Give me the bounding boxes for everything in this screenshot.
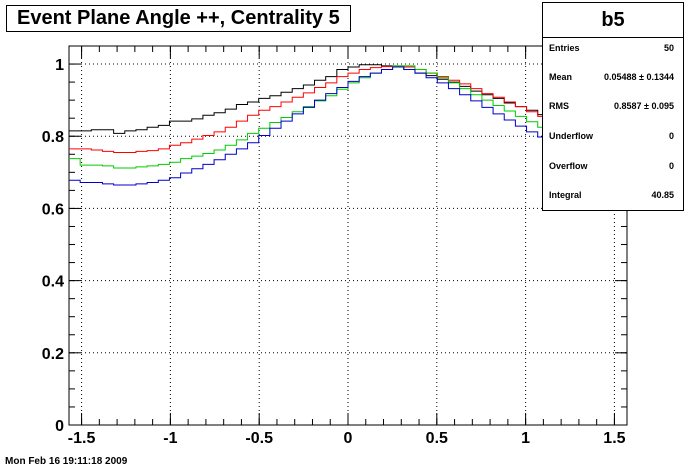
timestamp: Mon Feb 16 19:11:18 2009 — [5, 456, 128, 467]
x-tick-label: 1.5 — [603, 430, 625, 447]
stat-label: Mean — [549, 72, 573, 82]
stat-label: Underflow — [549, 131, 593, 141]
x-tick-label: -1.5 — [68, 430, 96, 447]
stats-row-integral: Integral 40.85 — [549, 188, 674, 202]
stat-label: Overflow — [549, 161, 588, 171]
stat-label: Entries — [549, 43, 580, 53]
y-tick-label: 0.6 — [42, 201, 64, 218]
chart-title: Event Plane Angle ++, Centrality 5 — [6, 5, 351, 32]
histogram-series-1 — [69, 65, 627, 153]
stats-row-overflow: Overflow 0 — [549, 159, 674, 173]
histogram-series-0 — [69, 64, 627, 134]
x-tick-label: -1 — [163, 430, 177, 447]
y-tick-label: 0.8 — [42, 129, 64, 146]
stat-value: 50 — [663, 43, 674, 53]
stat-value: 0.8587 ± 0.095 — [614, 101, 674, 111]
y-tick-label: 1 — [55, 57, 64, 74]
stat-label: RMS — [549, 101, 569, 111]
stats-row-rms: RMS 0.8587 ± 0.095 — [549, 99, 674, 113]
stat-value: 0 — [668, 161, 674, 171]
stats-row-underflow: Underflow 0 — [549, 129, 674, 143]
y-tick-label: 0.2 — [42, 346, 64, 363]
grid-lines — [69, 46, 627, 426]
x-tick-labels: -1.5 -1 -0.5 0 0.5 1 1.5 — [68, 430, 626, 447]
y-tick-label: 0.4 — [42, 274, 64, 291]
stats-histogram-name: b5 — [543, 3, 683, 38]
x-tick-label: 1 — [521, 430, 530, 447]
stats-row-mean: Mean 0.05488 ± 0.1344 — [549, 70, 674, 84]
stats-row-entries: Entries 50 — [549, 41, 674, 55]
stat-label: Integral — [549, 190, 582, 200]
x-tick-label: -0.5 — [245, 430, 273, 447]
x-tick-label: 0 — [344, 430, 353, 447]
y-tick-labels: 0 0.2 0.4 0.6 0.8 1 — [42, 57, 64, 435]
stat-value: 0.05488 ± 0.1344 — [603, 72, 674, 82]
stats-box: b5 Entries 50 Mean 0.05488 ± 0.1344 RMS … — [542, 2, 684, 211]
stat-value: 0 — [668, 131, 674, 141]
y-tick-label: 0 — [55, 418, 64, 435]
stat-value: 40.85 — [651, 190, 674, 200]
histogram-series-3 — [69, 66, 627, 186]
series-group — [69, 64, 627, 186]
x-tick-label: 0.5 — [426, 430, 448, 447]
